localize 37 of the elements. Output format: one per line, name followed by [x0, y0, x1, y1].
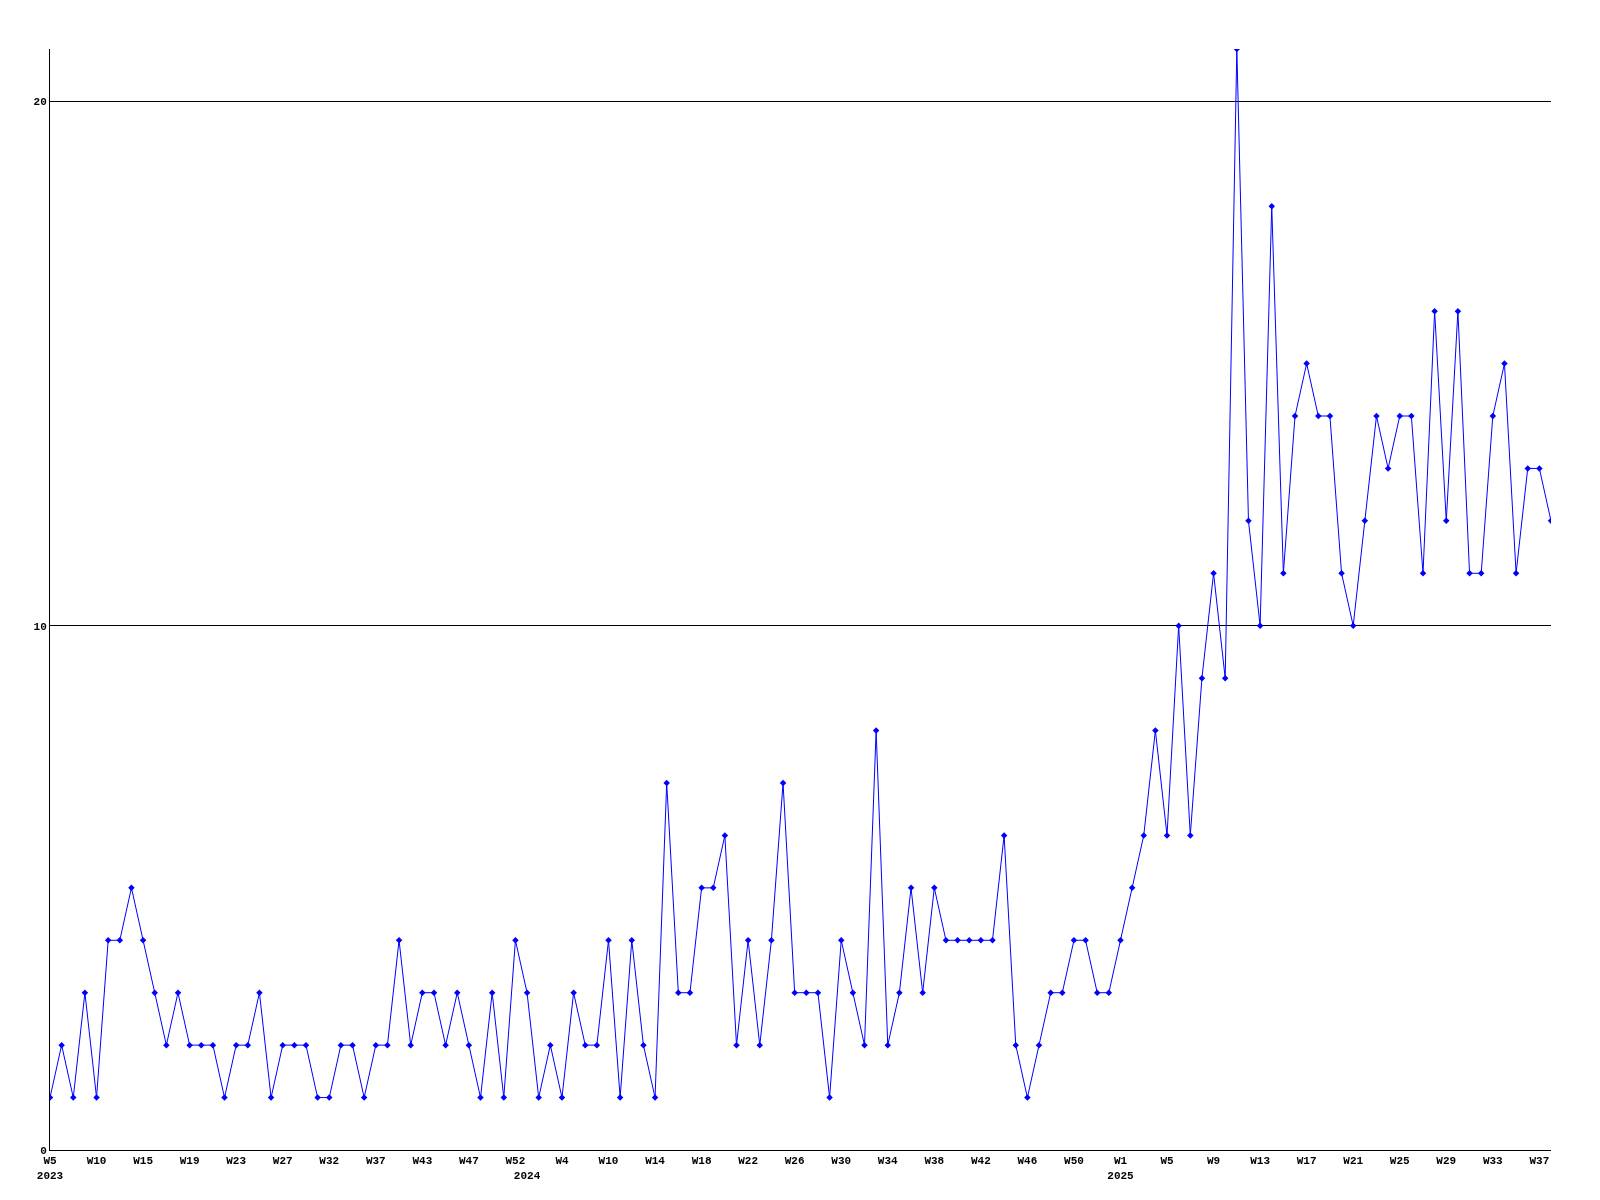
x-tick-label: W4	[555, 1155, 569, 1168]
x-tick-label: W37	[365, 1155, 386, 1168]
x-tick-label: W10	[86, 1155, 107, 1168]
x-tick-label: W14	[645, 1155, 666, 1168]
y-tick-label: 20	[33, 96, 47, 109]
x-tick-label: W25	[1389, 1155, 1411, 1168]
x-tick-label: W50	[1064, 1155, 1084, 1168]
x-tick-label: W37	[1529, 1155, 1550, 1168]
x-tick-label: W42	[970, 1155, 991, 1168]
x-tick-label: W27	[272, 1155, 293, 1168]
x-tick-label: W15	[133, 1155, 154, 1168]
y-tick-label: 10	[33, 620, 47, 633]
y-tick-label: 0	[40, 1144, 47, 1157]
x-tick-label: W34	[877, 1155, 899, 1168]
x-tick-label: W30	[831, 1155, 852, 1168]
x-tick-label: W47	[458, 1155, 479, 1168]
x-tick-label: W5 2023	[36, 1155, 64, 1182]
x-tick-label: W46	[1017, 1155, 1038, 1168]
x-tick-label: W32	[319, 1155, 340, 1168]
x-tick-label: W43	[412, 1155, 433, 1168]
x-tick-label: W52	[505, 1155, 526, 1168]
x-tick-label: W38	[924, 1155, 945, 1168]
x-tick-label: W21	[1343, 1155, 1364, 1168]
x-tick-label: W1 2025	[1107, 1155, 1135, 1182]
x-tick-label: W13	[1250, 1155, 1271, 1168]
x-tick-label: W29	[1436, 1155, 1457, 1168]
x-tick-label: W18	[691, 1155, 712, 1168]
x-tick-label: W26	[784, 1155, 805, 1168]
x-tick-label: W33	[1482, 1155, 1504, 1168]
x-tick-label: W22	[738, 1155, 759, 1168]
x-tick-label: W19	[179, 1155, 200, 1168]
x-tick-label: W5	[1160, 1155, 1175, 1168]
x-tick-label: W10	[598, 1155, 619, 1168]
x-tick-label: W23	[226, 1155, 247, 1168]
x-tick-label: W17	[1296, 1155, 1317, 1168]
x-tick-label: W9	[1206, 1155, 1221, 1168]
x-tick-label: 2024	[513, 1169, 541, 1182]
